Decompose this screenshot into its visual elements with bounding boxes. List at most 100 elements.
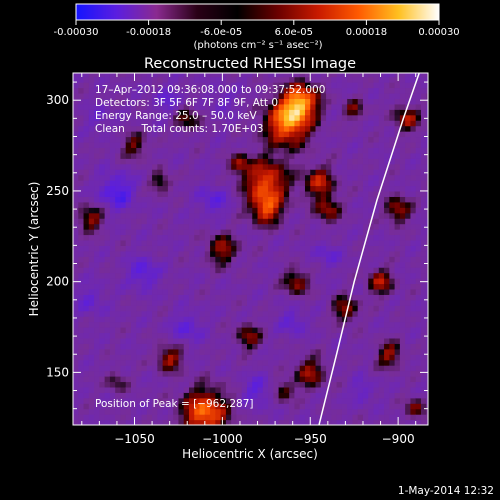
heatmap-cell [415, 190, 422, 197]
heatmap-cell [167, 152, 174, 159]
heatmap-cell [347, 354, 354, 361]
heatmap-cell [73, 261, 79, 268]
heatmap-cell [204, 174, 211, 181]
heatmap-cell [210, 370, 216, 377]
heatmap-cell [389, 261, 396, 268]
heatmap-cell [378, 229, 385, 236]
heatmap-cell [167, 381, 174, 388]
heatmap-cell [215, 365, 222, 372]
heatmap-cell [373, 92, 380, 99]
heatmap-cell [194, 229, 201, 236]
heatmap-cell [173, 76, 180, 83]
heatmap-cell [167, 114, 174, 121]
heatmap-cell [399, 327, 406, 334]
heatmap-cell [173, 370, 180, 377]
heatmap-cell [347, 359, 354, 366]
heatmap-cell [204, 256, 211, 263]
heatmap-cell [347, 288, 354, 295]
heatmap-cell [152, 381, 158, 388]
heatmap-cell [289, 365, 296, 372]
heatmap-cell [210, 73, 216, 78]
heatmap-cell [294, 272, 301, 279]
heatmap-cell [178, 267, 185, 274]
heatmap-cell [368, 278, 375, 285]
heatmap-cell [352, 147, 359, 154]
heatmap-cell [331, 397, 338, 404]
heatmap-cell [336, 109, 343, 116]
heatmap-cell [225, 141, 232, 148]
heatmap-cell [384, 174, 390, 181]
heatmap-cell [109, 82, 116, 89]
heatmap-cell [320, 120, 327, 127]
heatmap-cell [420, 103, 427, 110]
heatmap-cell [173, 386, 180, 393]
heatmap-cell [415, 370, 422, 377]
heatmap-cell [389, 131, 396, 138]
heatmap-cell [373, 278, 380, 285]
heatmap-cell [257, 332, 264, 339]
x-tick-label: −900 [382, 432, 415, 446]
heatmap-cell [141, 87, 148, 94]
heatmap-cell [326, 327, 332, 334]
heatmap-cell [199, 310, 206, 317]
heatmap-cell [283, 120, 290, 127]
heatmap-cell [268, 76, 274, 83]
heatmap-cell [394, 305, 401, 312]
heatmap-cell [94, 272, 100, 279]
heatmap-cell [357, 125, 364, 132]
heatmap-cell [120, 114, 127, 121]
heatmap-cell [241, 321, 248, 328]
heatmap-cell [188, 73, 195, 78]
heatmap-cell [304, 419, 311, 425]
heatmap-cell [310, 174, 317, 181]
heatmap-cell [289, 250, 296, 257]
heatmap-cell [173, 245, 180, 252]
heatmap-cell [141, 196, 148, 203]
heatmap-cell [426, 131, 428, 138]
heatmap-cell [347, 120, 354, 127]
heatmap-cell [410, 381, 417, 388]
heatmap-cell [104, 354, 111, 361]
heatmap-cell [157, 82, 164, 89]
heatmap-cell [415, 332, 422, 339]
heatmap-cell [394, 278, 401, 285]
heatmap-cell [405, 392, 412, 399]
heatmap-cell [262, 207, 269, 214]
heatmap-cell [157, 359, 164, 366]
heatmap-cell [231, 229, 238, 236]
heatmap-cell [152, 98, 158, 105]
heatmap-cell [347, 152, 354, 159]
heatmap-cell [289, 234, 296, 241]
heatmap-cell [268, 316, 274, 323]
heatmap-cell [278, 381, 285, 388]
heatmap-cell [246, 114, 253, 121]
heatmap-cell [188, 310, 195, 317]
heatmap-cell [426, 73, 428, 78]
heatmap-cell [378, 152, 385, 159]
heatmap-cell [426, 365, 428, 372]
heatmap-cell [373, 125, 380, 132]
heatmap-cell [294, 305, 301, 312]
heatmap-cell [104, 239, 111, 246]
heatmap-cell [310, 397, 317, 404]
heatmap-cell [120, 332, 127, 339]
heatmap-cell [120, 152, 127, 159]
heatmap-cell [194, 381, 201, 388]
heatmap-cell [394, 141, 401, 148]
heatmap-cell [399, 185, 406, 192]
heatmap-cell [289, 381, 296, 388]
heatmap-cell [183, 109, 190, 116]
heatmap-cell [326, 190, 332, 197]
heatmap-cell [326, 397, 332, 404]
heatmap-cell [420, 414, 427, 421]
heatmap-cell [336, 305, 343, 312]
heatmap-cell [188, 392, 195, 399]
heatmap-cell [131, 414, 137, 421]
heatmap-cell [210, 278, 216, 285]
heatmap-cell [357, 343, 364, 350]
heatmap-cell [426, 190, 428, 197]
heatmap-cell [131, 278, 137, 285]
heatmap-cell [83, 365, 90, 372]
heatmap-cell [173, 305, 180, 312]
heatmap-cell [178, 180, 185, 187]
